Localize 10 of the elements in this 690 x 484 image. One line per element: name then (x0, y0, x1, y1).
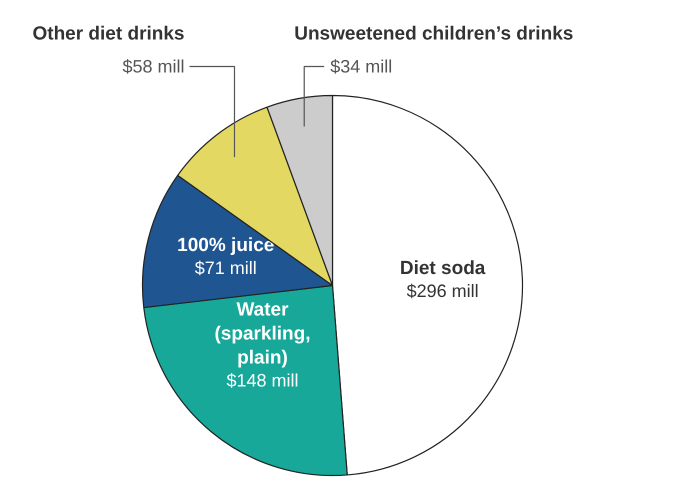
data-label: $296 mill (406, 281, 479, 302)
slice-label: 100% juice (177, 235, 274, 256)
data-label: $58 mill (122, 56, 184, 76)
data-label: $71 mill (194, 258, 257, 278)
data-label: $34 mill (330, 56, 392, 76)
slice-label: Diet soda (400, 258, 486, 280)
data-label: $148 mill (226, 370, 299, 391)
slice-label: Unsweetened children’s drinks (294, 24, 574, 44)
slice-label: Water (sparkling, plain) (214, 299, 311, 369)
slice-label: Other diet drinks (32, 24, 184, 44)
